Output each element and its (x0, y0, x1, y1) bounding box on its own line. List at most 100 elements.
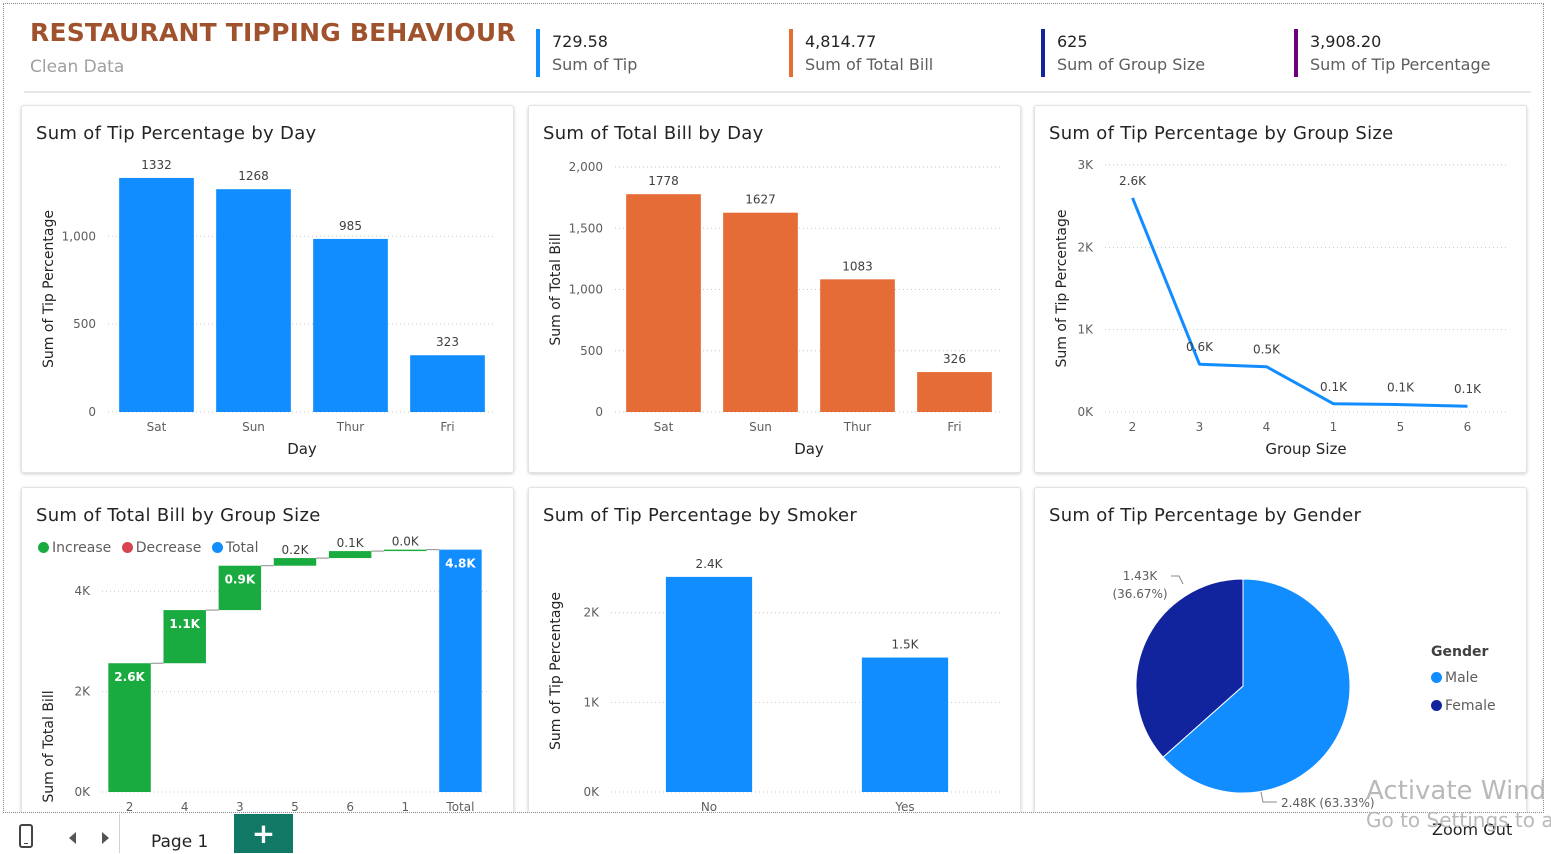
y-tick-label: 2K (583, 606, 600, 620)
x-tick-label: 3 (236, 800, 244, 813)
x-tick-label: Sat (147, 420, 167, 434)
data-label: 323 (436, 335, 459, 349)
pie-legend: Gender Male Female (1431, 644, 1496, 726)
legend-dot-icon (1431, 700, 1442, 711)
kpi-value: 625 (1057, 32, 1088, 51)
legend-item-total[interactable]: Total (211, 540, 259, 556)
series-line (1131, 197, 1468, 408)
x-tick-label: 5 (291, 800, 299, 813)
kpi-sum-of-tip[interactable]: 729.58 Sum of Tip (536, 29, 637, 77)
y-tick-label: 2K (1077, 240, 1094, 254)
chart-title: Sum of Tip Percentage by Gender (1049, 505, 1362, 526)
kpi-sum-of-tip-percentage[interactable]: 3,908.20 Sum of Tip Percentage (1294, 29, 1490, 77)
x-tick-label: 4 (1263, 420, 1271, 434)
y-tick-label: 500 (580, 344, 603, 358)
chart-tip-pct-by-day[interactable]: Sum of Tip Percentage by Day 0 500 1,000 13… (21, 105, 514, 473)
x-tick-label: Sun (242, 420, 265, 434)
data-label: 1.43K (1123, 569, 1159, 583)
page-tab-page-1[interactable]: Page 1 (151, 832, 209, 852)
x-tick-label: 6 (346, 800, 354, 813)
data-label: 0.0K (392, 535, 420, 549)
bar (439, 549, 482, 792)
y-tick-label: 500 (73, 317, 96, 331)
x-axis-title: Day (794, 440, 824, 458)
y-tick-label: 1K (583, 695, 600, 709)
x-tick-label: Fri (440, 420, 454, 434)
data-label: 1.5K (892, 638, 920, 652)
kpi-value: 4,814.77 (805, 32, 877, 51)
y-tick-label: 3K (1077, 158, 1094, 172)
x-tick-label: Fri (947, 420, 961, 434)
report-canvas: RESTAURANT TIPPING BEHAVIOUR Clean Data … (3, 3, 1544, 813)
pie-slice (1162, 578, 1351, 794)
chart-plot: 0 500 1,000 1,500 2,000 1778 Sat 1627 Sun 1083 Thu… (548, 160, 1003, 458)
data-label: 4.8K (445, 557, 476, 571)
y-axis-title: Sum of Tip Percentage (41, 210, 57, 368)
legend-item-decrease[interactable]: Decrease (121, 540, 201, 556)
chart-plot: 0K 1K 2K 2.4K No 1.5K Yes Sum of Tip Percentage (548, 557, 1003, 812)
data-label: 0.1K (337, 536, 365, 550)
chart-plot: 0 500 1,000 1332 Sat 1268 Sun 985 Thur 323 Fri Day S… (41, 158, 496, 458)
chart-title: Sum of Total Bill by Group Size (36, 505, 321, 526)
bar (820, 279, 895, 412)
report-title: RESTAURANT TIPPING BEHAVIOUR (30, 18, 516, 47)
data-label: 326 (943, 352, 966, 366)
y-axis-title: Sum of Total Bill (548, 233, 564, 345)
bar (917, 372, 992, 412)
legend-item-female[interactable]: Female (1431, 698, 1496, 714)
chart-tip-pct-by-gender[interactable]: Sum of Tip Percentage by Gender 2.48K (6… (1034, 487, 1527, 812)
report-subtitle: Clean Data (30, 57, 125, 77)
x-tick-label: Total (445, 800, 474, 813)
next-page-icon[interactable] (102, 832, 109, 844)
x-axis-title: Day (287, 440, 317, 458)
page-navigation-bar: Page 1 + Zoom Out (0, 814, 1551, 853)
y-axis-title: Sum of Total Bill (41, 690, 57, 802)
kpi-sum-of-group-size[interactable]: 625 Sum of Group Size (1041, 29, 1205, 77)
data-label: 1268 (238, 169, 269, 183)
bar (313, 238, 388, 412)
legend-item-increase[interactable]: Increase (38, 540, 111, 556)
bar (163, 610, 206, 664)
y-tick-label: 0K (583, 785, 600, 799)
add-page-button[interactable]: + (234, 814, 293, 853)
chart-tip-pct-by-group-size[interactable]: Sum of Tip Percentage by Group Size 0K 1K… (1034, 105, 1527, 473)
previous-page-icon[interactable] (69, 832, 76, 844)
chart-bill-by-day[interactable]: Sum of Total Bill by Day 0 500 1,000 1,500 2… (528, 105, 1021, 473)
x-tick-label: 5 (1397, 420, 1405, 434)
chart-title: Sum of Tip Percentage by Group Size (1049, 123, 1394, 144)
x-tick-label: 2 (126, 800, 134, 813)
legend-dot-icon (121, 542, 133, 553)
data-label: 0.1K (1387, 381, 1415, 395)
legend-item-male[interactable]: Male (1431, 670, 1496, 686)
data-label: 0.5K (1253, 343, 1281, 357)
chart-title: Sum of Tip Percentage by Smoker (543, 505, 858, 526)
data-label: 0.2K (282, 543, 310, 557)
data-label: 2.48K (63.33%) (1281, 796, 1375, 810)
data-label: 1627 (745, 193, 776, 207)
chart-bill-by-group-size[interactable]: Sum of Total Bill by Group Size Increase… (21, 487, 514, 813)
x-axis-title: Group Size (1265, 440, 1346, 458)
chart-title: Sum of Tip Percentage by Day (36, 123, 317, 144)
data-label: 1.1K (169, 617, 200, 631)
y-tick-label: 0K (1077, 405, 1094, 419)
y-tick-label: 1,000 (569, 283, 603, 297)
chart-tip-pct-by-smoker[interactable]: Sum of Tip Percentage by Smoker 0K 1K 2K 2.… (528, 487, 1021, 812)
kpi-sum-of-total-bill[interactable]: 4,814.77 Sum of Total Bill (789, 29, 933, 77)
y-tick-label: 1K (1077, 323, 1094, 337)
mobile-layout-icon[interactable] (19, 824, 33, 848)
header-divider (24, 91, 1531, 93)
x-tick-label: Thur (843, 420, 872, 434)
bar (273, 558, 317, 566)
x-tick-label: 4 (181, 800, 189, 813)
bar (216, 189, 291, 412)
y-tick-label: 0 (595, 405, 603, 419)
bar (218, 565, 262, 611)
bar (119, 177, 194, 412)
zoom-out-button[interactable]: Zoom Out (1432, 820, 1513, 839)
y-tick-label: 1,000 (62, 229, 96, 243)
data-label: 0.9K (225, 573, 256, 587)
data-label: 0.6K (1186, 340, 1214, 354)
data-label: 985 (339, 219, 362, 233)
y-tick-label: 4K (74, 584, 91, 598)
y-tick-label: 2,000 (569, 160, 603, 174)
